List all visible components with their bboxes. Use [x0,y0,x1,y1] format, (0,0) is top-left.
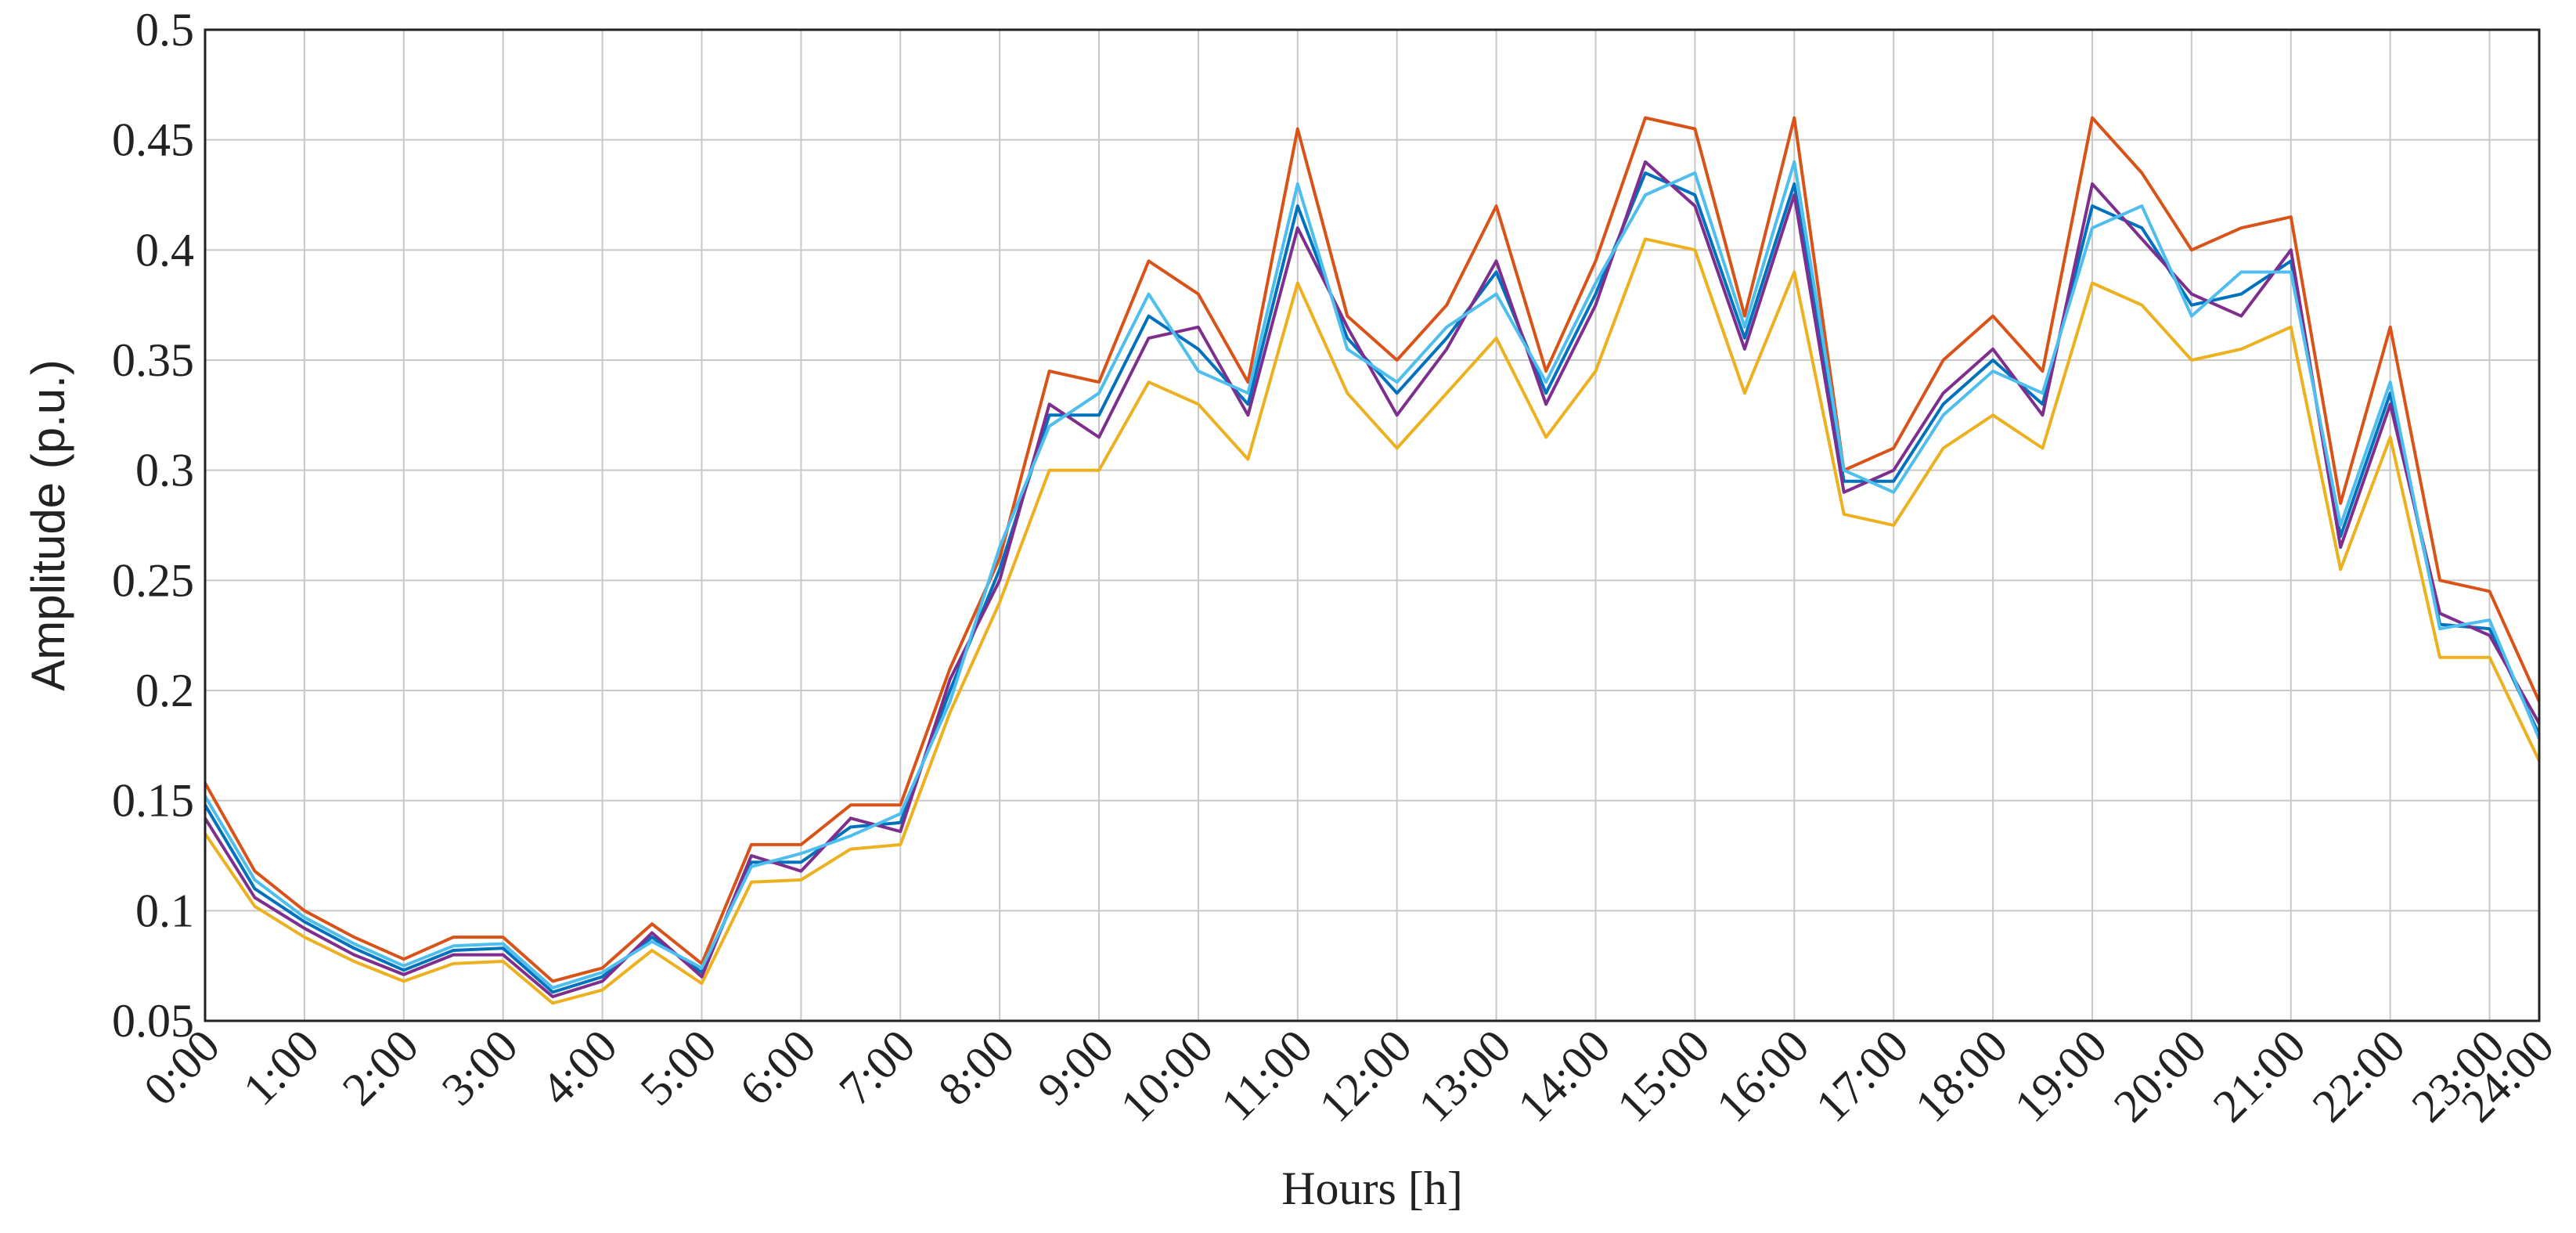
series-line [204,171,2541,994]
y-tick-label: 0.2 [135,665,194,716]
x-tick-label: 19:00 [2005,1020,2117,1132]
x-tick-label: 22:00 [2303,1020,2415,1132]
x-tick-label: 11:00 [1211,1020,1322,1131]
x-tick-label: 2:00 [333,1020,428,1116]
y-tick-label: 0.4 [135,224,194,276]
y-tick-label: 0.1 [135,885,194,936]
x-tick-label: 15:00 [1607,1020,1719,1132]
x-tick-label: 16:00 [1706,1020,1818,1132]
plot-frame [204,28,2541,1022]
x-tick-label: 14:00 [1508,1020,1619,1132]
x-tick-label: 17:00 [1806,1020,1918,1132]
x-axis-label: Hours [h] [1281,1163,1463,1214]
x-tick-label: 20:00 [2104,1020,2216,1132]
y-tick-label: 0.25 [112,554,194,606]
x-tick-label: 13:00 [1408,1020,1520,1132]
x-tick-label: 21:00 [2203,1020,2315,1132]
x-tick-label: 7:00 [829,1020,924,1116]
x-tick-label: 6:00 [730,1020,825,1116]
series-line [204,160,2541,990]
x-tick-label: 5:00 [631,1020,726,1116]
y-tick-label: 0.15 [112,775,194,827]
y-tick-label: 0.35 [112,334,194,386]
x-tick-label: 9:00 [1028,1020,1123,1116]
y-axis-label: Amplitude (p.u.) [22,359,74,691]
series-line [204,237,2541,1005]
y-tick-label: 0.45 [112,114,194,166]
x-tick-label: 1:00 [233,1020,329,1116]
y-tick-label: 0.3 [135,445,194,496]
y-tick-label: 0.5 [135,4,194,56]
x-tick-label: 18:00 [1905,1020,2017,1132]
x-tick-label: 4:00 [531,1020,627,1116]
series-line [204,160,2541,999]
y-tick-label: 0.05 [112,995,194,1047]
x-tick-label: 10:00 [1111,1020,1223,1132]
x-tick-label: 8:00 [928,1020,1024,1116]
series-line [204,116,2541,983]
x-tick-label: 12:00 [1310,1020,1421,1132]
x-tick-label: 3:00 [432,1020,528,1116]
